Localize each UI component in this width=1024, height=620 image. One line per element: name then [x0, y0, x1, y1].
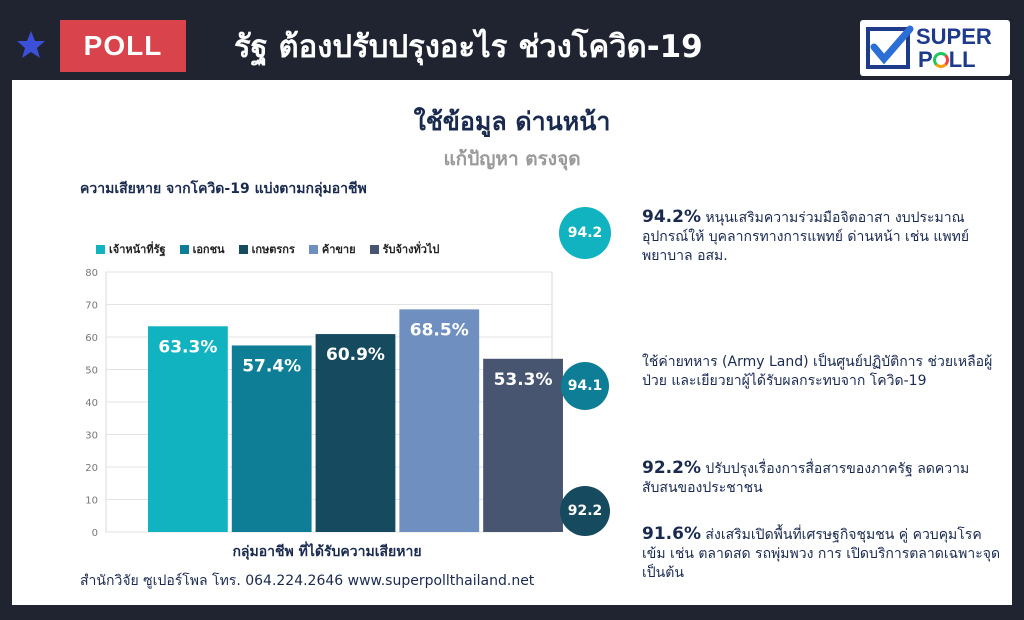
- legend-item: เอกชน: [179, 240, 225, 258]
- chart-legend: เจ้าหน้าที่รัฐ เอกชน เกษตรกร ค้าขาย รับจ้างท…: [96, 240, 439, 258]
- legend-label: เอกชน: [192, 243, 225, 256]
- legend-item: รับจ้างทั่วไป: [369, 240, 440, 258]
- data-label: 63.3%: [158, 337, 217, 357]
- bar: [315, 334, 396, 532]
- y-tick-label: 0: [92, 528, 98, 539]
- stat-text: 91.6% ส่งเสริมเปิดพื้นที่เศรษฐกิจชุมชน ค…: [642, 525, 1002, 583]
- legend-swatch: [369, 244, 379, 254]
- chart-x-axis-label: กลุ่มอาชีพ ที่ได้รับความเสียหาย: [232, 544, 422, 560]
- stat-circle: 92.2: [560, 486, 610, 536]
- legend-item: เจ้าหน้าที่รัฐ: [96, 240, 166, 258]
- stat-text: ใช้ค่ายทหาร (Army Land) เป็นศูนย์ปฏิบัติ…: [642, 353, 1002, 391]
- legend-item: เกษตรกร: [238, 240, 295, 258]
- legend-swatch: [179, 244, 189, 254]
- y-tick-label: 30: [85, 431, 98, 442]
- y-tick-label: 50: [85, 366, 98, 377]
- logo-ring-icon: [932, 52, 949, 68]
- stat-description: ใช้ค่ายทหาร (Army Land) เป็นศูนย์ปฏิบัติ…: [642, 354, 993, 389]
- checkmark-icon: [866, 25, 914, 69]
- logo-text-poll: P LL: [918, 47, 976, 72]
- stat-text: 94.2% หนุนเสริมความร่วมมือจิตอาสา งบประม…: [642, 208, 1002, 266]
- legend-label: รับจ้างทั่วไป: [382, 243, 440, 256]
- footer-contact: สำนักวิจัย ซูเปอร์โพล โทร. 064.224.2646 …: [80, 573, 535, 589]
- bar-chart: 0 10 20 30 40 50 60 70 80 63.3% 57.4% 60.9% 68.5% 53.…: [85, 268, 563, 539]
- stat-circle: 94.1: [561, 362, 609, 410]
- stat-text: 92.2% ปรับปรุงเรื่องการสื่อสารของภาครัฐ …: [642, 459, 1002, 498]
- y-tick-label: 60: [85, 333, 98, 344]
- data-label: 57.4%: [242, 356, 301, 376]
- page-headline: รัฐ ต้องปรับปรุงอะไร ช่วงโควิด-19: [234, 29, 703, 65]
- bar: [483, 358, 563, 532]
- y-tick-label: 40: [85, 398, 98, 409]
- stat-description: ปรับปรุงเรื่องการสื่อสารของภาครัฐ ลดความ…: [642, 461, 970, 496]
- legend-label: ค้าขาย: [321, 243, 356, 256]
- legend-label: เจ้าหน้าที่รัฐ: [109, 243, 166, 256]
- y-tick-label: 80: [85, 268, 98, 279]
- stat-description: หนุนเสริมความร่วมมือจิตอาสา งบประมาณ อุป…: [642, 210, 970, 264]
- stat-percent: 91.6%: [642, 524, 701, 544]
- star-icon: [17, 31, 45, 58]
- bar: [399, 309, 480, 532]
- bar: [231, 345, 312, 532]
- chart-title: ความเสียหาย จากโควิด-19 แบ่งตามกลุ่มอาชี…: [80, 181, 367, 197]
- header-bar: POLL รัฐ ต้องปรับปรุงอะไร ช่วงโควิด-19 S…: [0, 0, 1024, 78]
- panel-subtitle: แก้ปัญหา ตรงจุด: [443, 148, 581, 170]
- legend-label: เกษตรกร: [251, 243, 295, 256]
- legend-swatch: [96, 244, 105, 254]
- stat-circle: 94.2: [559, 207, 611, 259]
- legend-swatch: [308, 244, 318, 254]
- legend-item: ค้าขาย: [308, 240, 356, 258]
- y-tick-label: 20: [85, 463, 98, 474]
- legend-swatch: [238, 244, 248, 254]
- stat-percent: 92.2%: [642, 458, 701, 478]
- panel-title: ใช้ข้อมูล ด่านหน้า: [413, 107, 611, 136]
- poll-badge: POLL: [60, 20, 186, 72]
- logo-text-super: SUPER: [916, 24, 992, 49]
- data-label: 68.5%: [410, 320, 469, 340]
- data-label: 60.9%: [326, 345, 385, 365]
- y-tick-label: 70: [85, 301, 98, 312]
- bar: [148, 326, 228, 532]
- superpoll-logo: SUPER P LL: [860, 20, 1010, 76]
- data-label: 53.3%: [494, 370, 553, 390]
- y-tick-label: 10: [85, 496, 98, 507]
- content-panel: ใช้ข้อมูล ด่านหน้า แก้ปัญหา ตรงจุด ความเ…: [12, 80, 1012, 605]
- stat-description: ส่งเสริมเปิดพื้นที่เศรษฐกิจชุมชน คู่ ควบ…: [642, 527, 1001, 581]
- stat-percent: 94.2%: [642, 207, 701, 227]
